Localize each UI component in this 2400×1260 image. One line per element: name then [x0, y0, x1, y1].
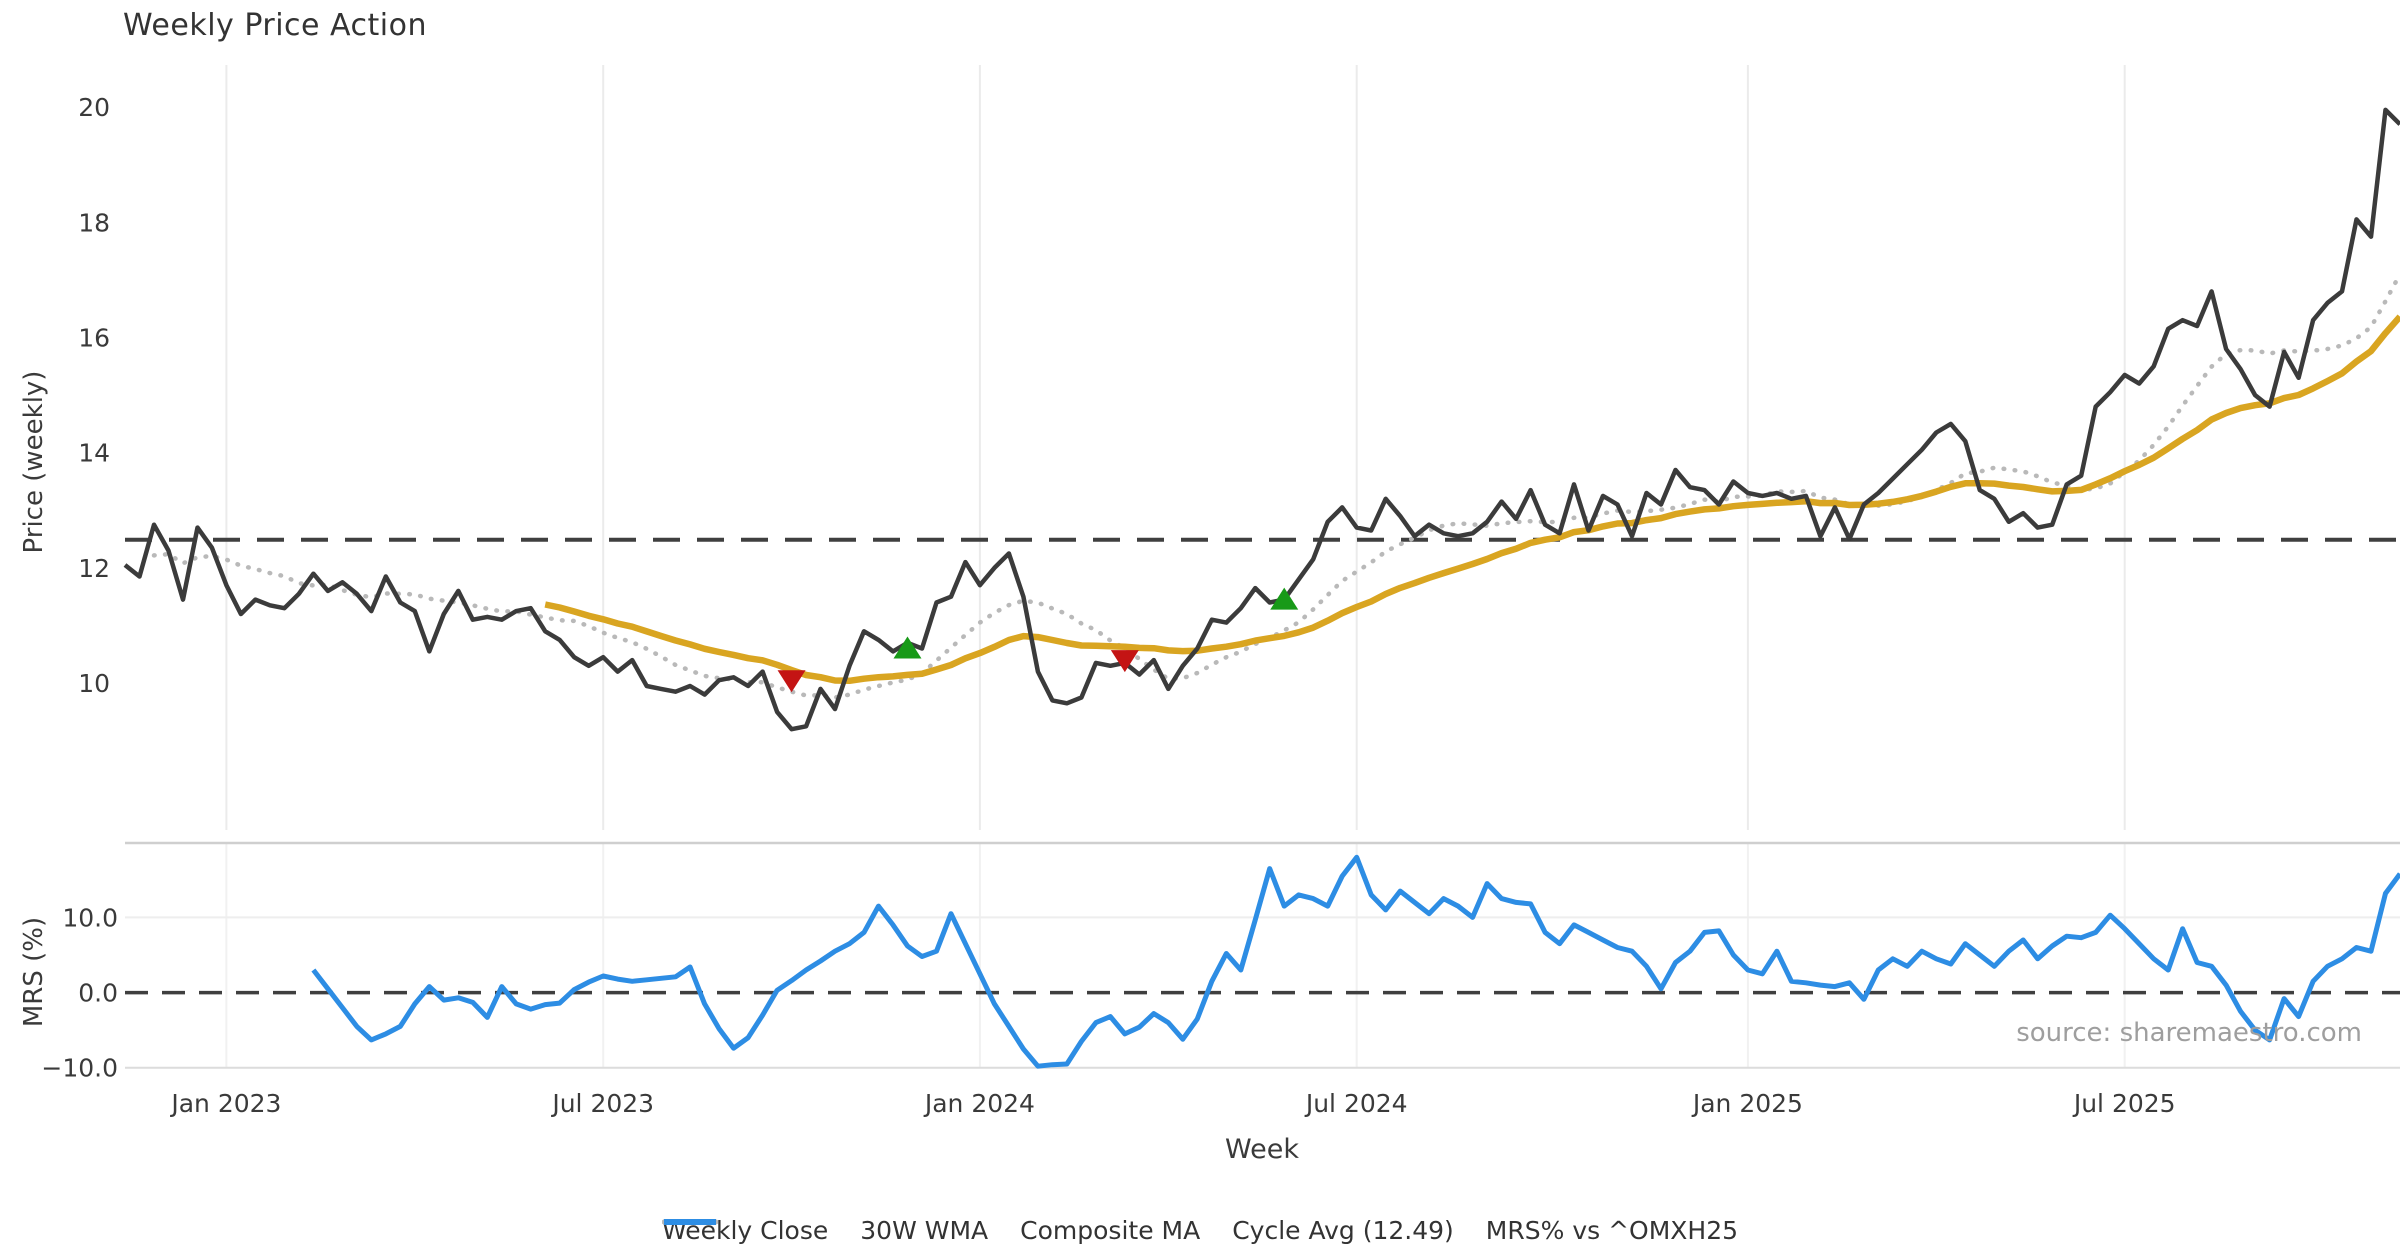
x-axis-label: Week [1225, 1134, 1299, 1165]
x-tick-label: Jan 2025 [1691, 1089, 1803, 1118]
x-tick-label: Jul 2024 [1304, 1089, 1408, 1118]
legend-label: Composite MA [1020, 1216, 1201, 1245]
x-tick-label: Jan 2024 [923, 1089, 1035, 1118]
price-tick-label: 18 [78, 208, 110, 237]
x-tick-label: Jul 2025 [2072, 1089, 2176, 1118]
sell-signal-marker [1110, 650, 1139, 673]
legend-item-3: Cycle Avg (12.49) [663, 1216, 1454, 1245]
legend-item-1: 30W WMA [663, 1216, 989, 1245]
price-axis-label: Price (weekly) [19, 370, 49, 554]
chart-title: Weekly Price Action [123, 8, 427, 43]
mrs-tick-label: 10.0 [62, 903, 118, 932]
price-tick-label: 10 [78, 669, 110, 698]
buy-signal-marker [893, 636, 922, 659]
weekly-close-line [123, 107, 2400, 732]
legend-label: 30W WMA [860, 1216, 989, 1245]
mrs-tick-label: −10.0 [41, 1054, 118, 1083]
legend-swatch [663, 1219, 716, 1225]
legend: Weekly Close 30W WMA Composite MA Cycle Avg… [661, 1216, 1739, 1245]
x-tick-label: Jan 2023 [169, 1089, 281, 1118]
buy-signal-marker [1270, 587, 1299, 610]
mrs-axis-label: MRS (%) [19, 916, 49, 1028]
source-watermark: source: sharemaestro.com [2016, 1018, 2362, 1048]
price-tick-label: 12 [78, 554, 110, 583]
mrs-tick-label: 0.0 [78, 979, 118, 1008]
price-tick-label: 14 [78, 439, 110, 468]
wma-line [544, 314, 2400, 685]
legend-item-4: MRS% vs ^OMXH25 [663, 1216, 1739, 1245]
price-tick-label: 16 [78, 324, 110, 353]
sell-signal-marker [777, 670, 806, 693]
legend-label: MRS% vs ^OMXH25 [1485, 1216, 1739, 1245]
legend-item-2: Composite MA [661, 1216, 1201, 1245]
x-tick-label: Jul 2023 [550, 1089, 654, 1118]
price-tick-label: 20 [78, 93, 110, 122]
mrs-line [311, 854, 2400, 1069]
legend-label: Cycle Avg (12.49) [1232, 1216, 1454, 1245]
